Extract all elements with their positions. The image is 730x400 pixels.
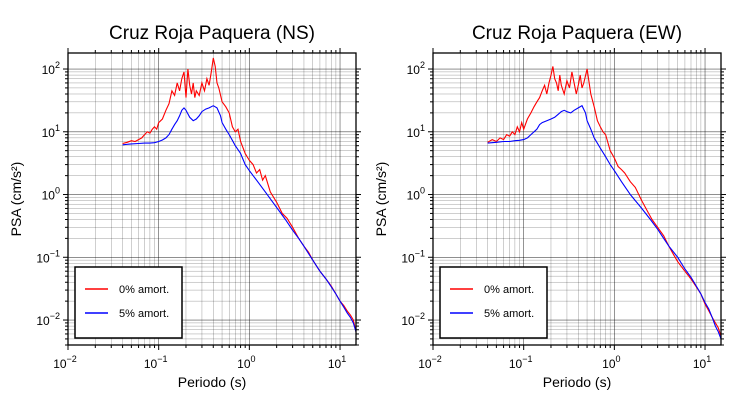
y-tick-base: 10 [401,251,415,265]
x-tick-base: 10 [418,357,432,371]
y-tick-base: 10 [42,63,56,77]
y-tick-exponent: −2 [415,311,425,321]
y-tick-label: 10−1 [36,248,60,265]
y-tick-label: 101 [42,123,60,140]
grid [67,53,356,346]
x-tick-base: 10 [53,357,67,371]
y-tick-exponent: 1 [55,123,60,133]
chart-panel-ns: Cruz Roja Paquera (NS) Periodo (s) PSA (cm… [8,23,361,390]
x-tick-label: 100 [237,354,255,371]
x-tick-base: 10 [602,357,616,371]
y-tick-label: 10−2 [36,311,60,328]
y-tick-label: 102 [42,60,60,77]
x-tick-label: 10−2 [418,354,442,371]
x-tick-base: 10 [509,357,523,371]
y-tick-exponent: 1 [420,123,425,133]
chart-title: Cruz Roja Paquera (EW) [472,23,682,44]
x-tick-label: 101 [328,354,346,371]
x-tick-base: 10 [144,357,158,371]
y-tick-base: 10 [42,189,56,203]
y-tick-label: 101 [407,123,425,140]
x-tick-exponent: −2 [432,354,442,364]
x-tick-base: 10 [693,357,707,371]
x-tick-exponent: 0 [251,354,256,364]
series-line-amort-5 [122,105,357,332]
y-tick-exponent: 2 [55,60,60,70]
x-tick-exponent: 1 [341,354,346,364]
plot-frame [432,52,722,346]
y-tick-exponent: −1 [415,248,425,258]
x-tick-label: 101 [693,354,711,371]
x-tick-base: 10 [328,357,342,371]
chart-title: Cruz Roja Paquera (NS) [109,23,315,44]
y-tick-base: 10 [401,314,415,328]
series-line-amort-5 [487,104,722,340]
grid [432,53,721,346]
y-tick-base: 10 [36,314,50,328]
y-tick-exponent: −2 [50,311,60,321]
x-tick-exponent: −2 [67,354,77,364]
x-axis-label: Periodo (s) [178,374,246,390]
y-axis-label: PSA (cm/s²) [373,162,389,237]
x-tick-exponent: 0 [616,354,621,364]
y-tick-label: 100 [407,186,425,203]
x-axis-label: Periodo (s) [543,374,611,390]
x-tick-exponent: −1 [157,354,167,364]
y-tick-label: 10−2 [401,311,425,328]
legend-label: 5% amort. [484,308,534,320]
legend-box [439,266,548,339]
y-tick-base: 10 [42,126,56,140]
y-tick-exponent: 2 [420,60,425,70]
plot-frame [67,52,357,346]
legend-box [74,266,183,339]
y-tick-exponent: 0 [420,186,425,196]
legend-label: 0% amort. [119,284,169,296]
chart-panel-ew: Cruz Roja Paquera (EW) Periodo (s) PSA (cm… [373,23,726,390]
y-tick-base: 10 [407,126,421,140]
y-axis-label: PSA (cm/s²) [8,162,24,237]
y-tick-exponent: −1 [50,248,60,258]
y-tick-base: 10 [36,251,50,265]
y-tick-label: 10−1 [401,248,425,265]
y-tick-base: 10 [407,189,421,203]
x-tick-exponent: 1 [706,354,711,364]
legend-label: 5% amort. [119,308,169,320]
legend: 0% amort. 5% amort. [439,266,548,339]
x-tick-label: 100 [602,354,620,371]
x-tick-base: 10 [237,357,251,371]
x-tick-label: 10−2 [53,354,77,371]
x-tick-label: 10−1 [144,354,168,371]
legend: 0% amort. 5% amort. [74,266,183,339]
legend-label: 0% amort. [484,284,534,296]
x-tick-label: 10−1 [509,354,533,371]
x-tick-exponent: −1 [522,354,532,364]
y-tick-base: 10 [407,63,421,77]
y-tick-label: 100 [42,186,60,203]
y-tick-exponent: 0 [55,186,60,196]
y-tick-label: 102 [407,60,425,77]
